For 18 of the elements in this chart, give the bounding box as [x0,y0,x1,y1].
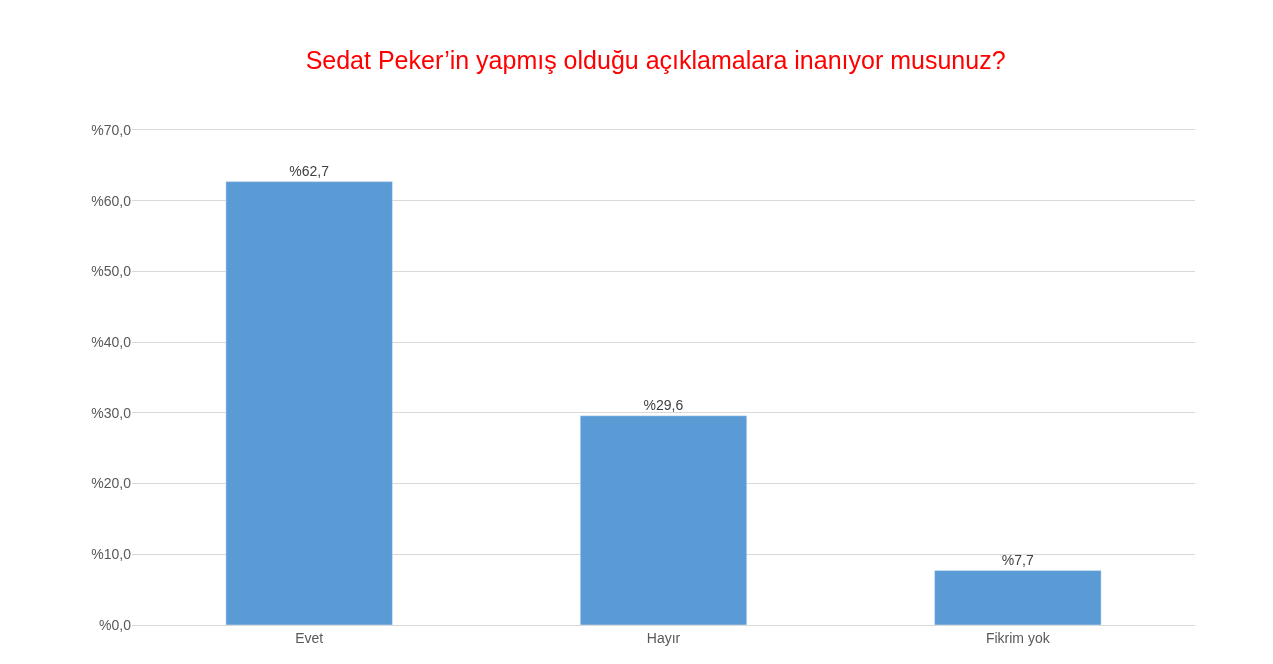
x-tick-label: Hayır [646,629,681,646]
y-tick-label: %0,0 [99,616,132,633]
y-tick-label: %70,0 [91,121,132,138]
x-tick-label: Fikrim yok [985,629,1051,646]
y-tick-label: %20,0 [91,475,132,492]
data-label: %7,7 [1001,551,1034,568]
y-tick-label: %60,0 [91,192,132,209]
bar [579,415,748,625]
chart-title: Sedat Peker’in yapmış olduğu açıklamalara inanıyor musunuz? [305,45,1006,74]
data-label: %29,6 [643,396,684,413]
data-label: %62,7 [289,162,330,179]
x-tick-label: Evet [295,629,324,646]
bar [934,570,1102,625]
y-tick-label: %50,0 [91,263,132,280]
y-tick-label: %10,0 [91,546,132,563]
y-tick-label: %40,0 [91,334,132,351]
bar [225,181,393,625]
y-tick-label: %30,0 [91,404,132,421]
